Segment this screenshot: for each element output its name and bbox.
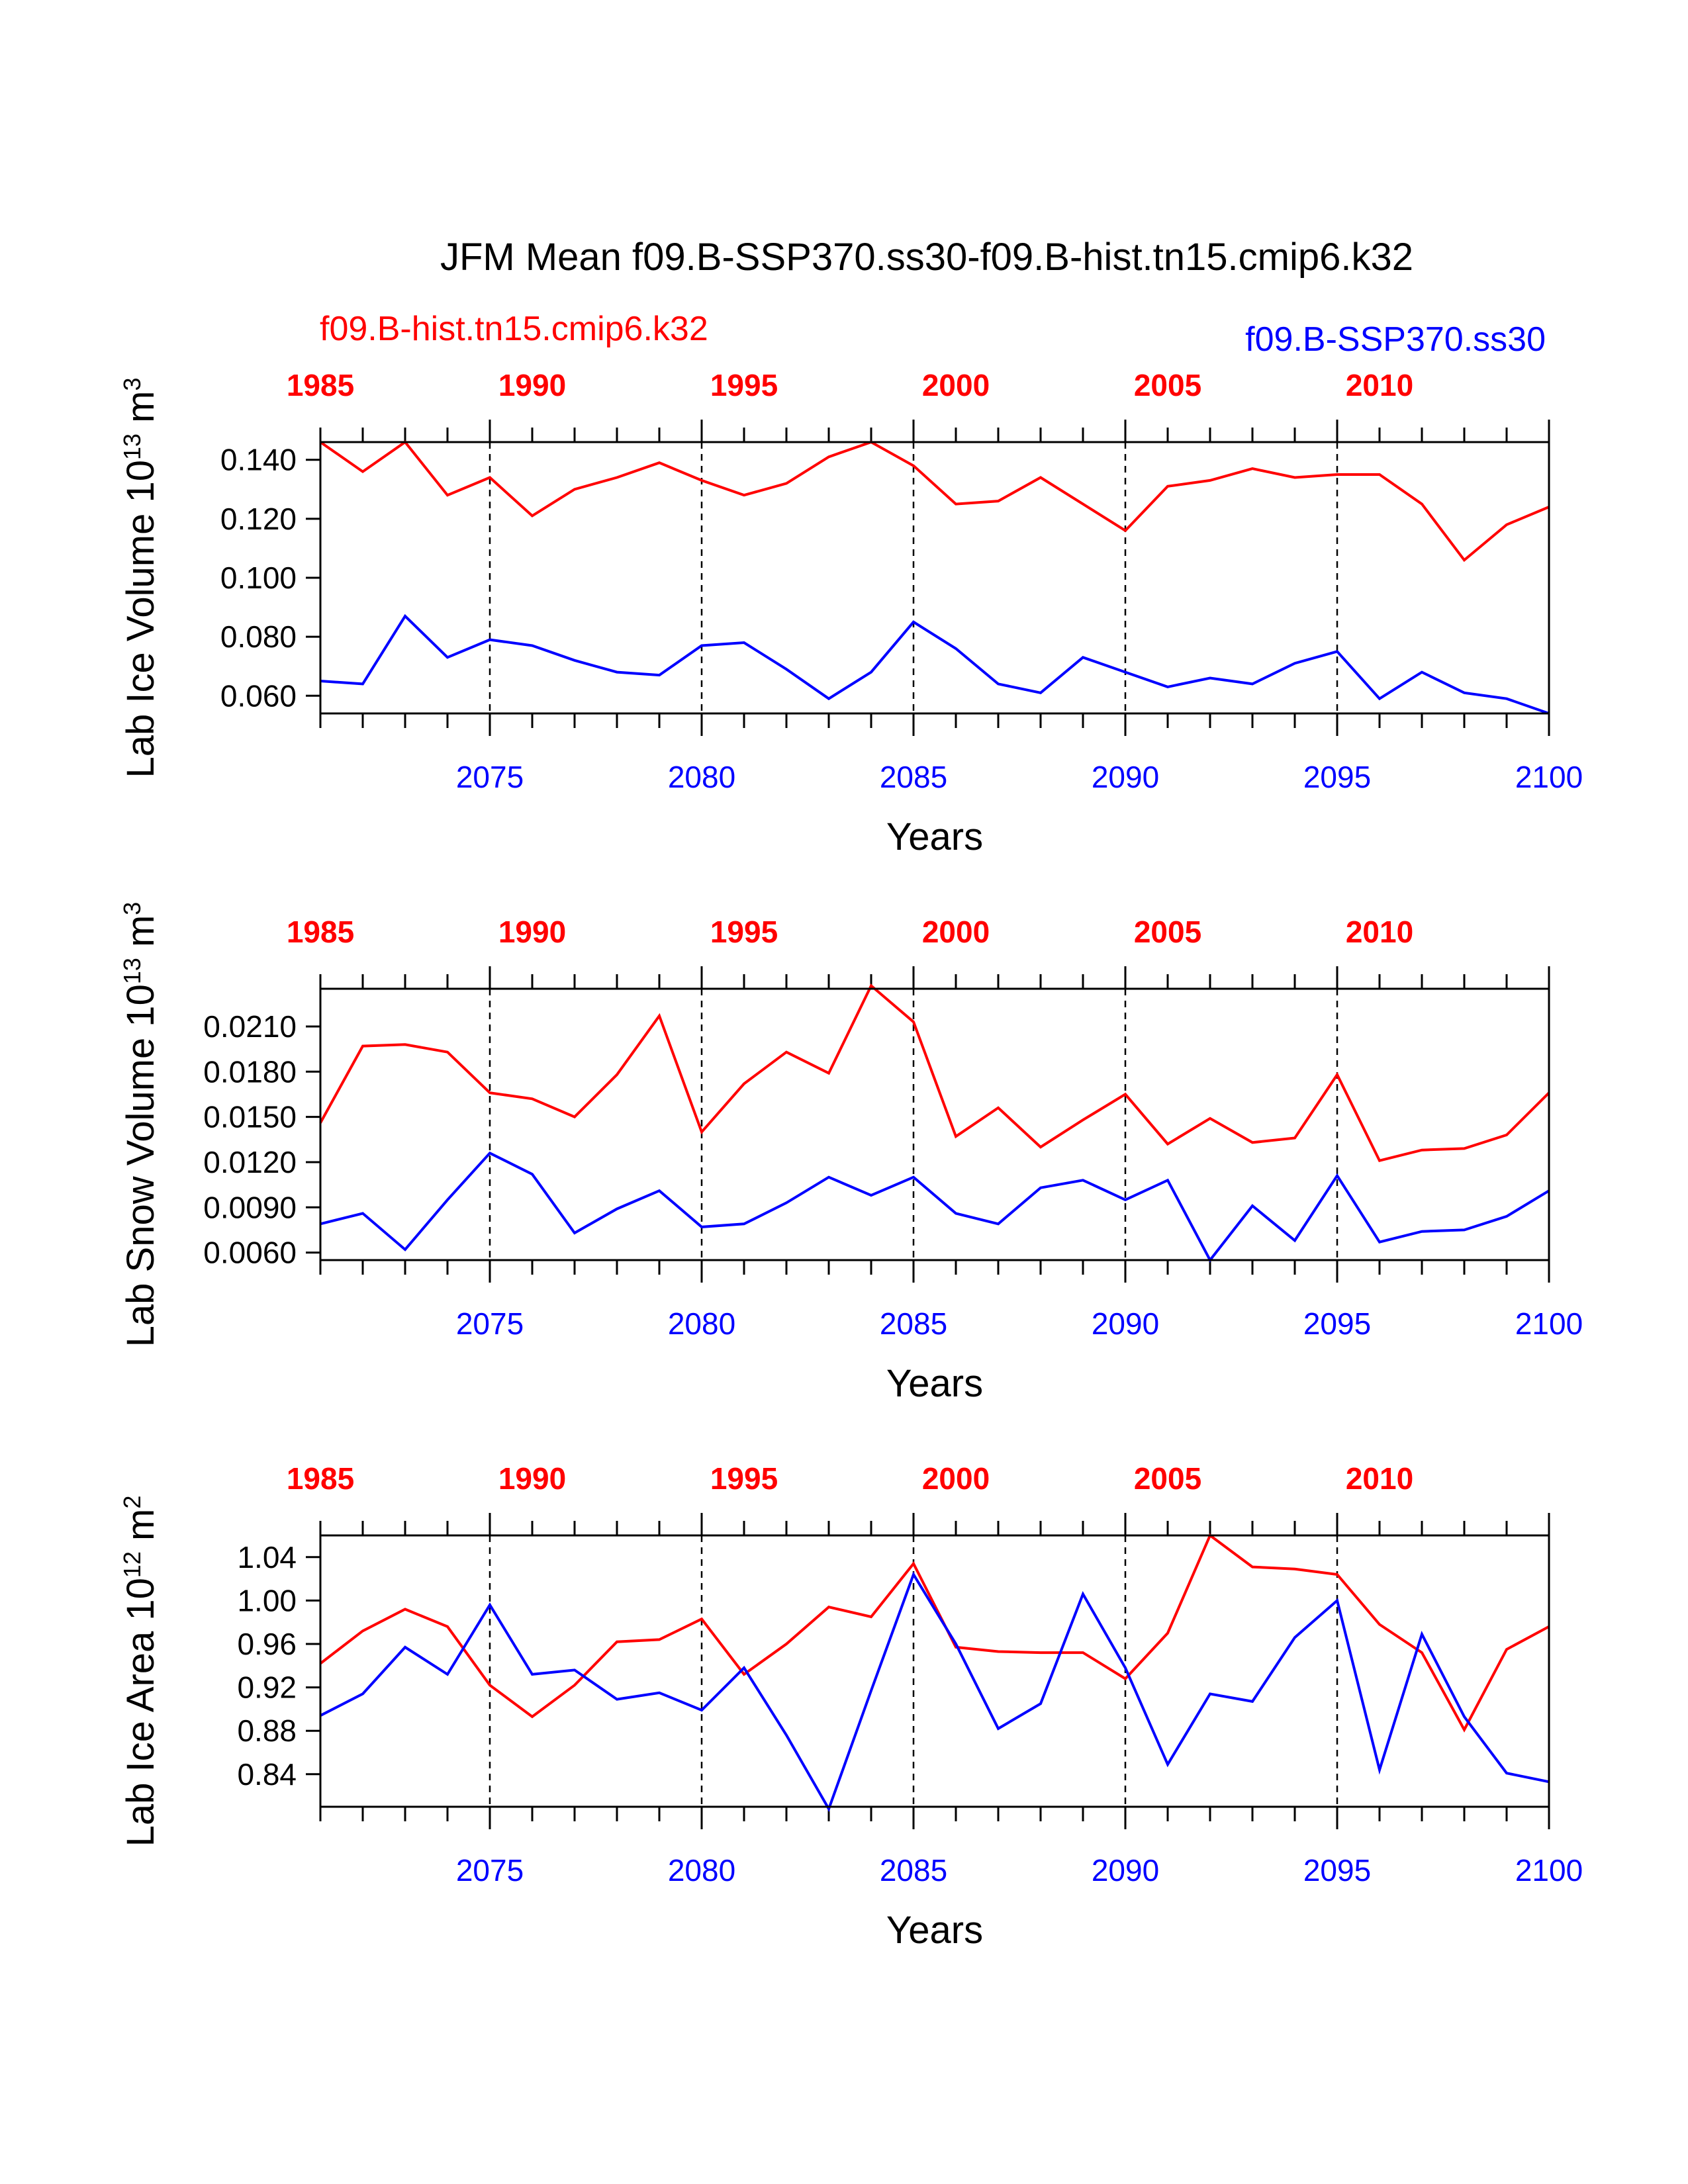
ssp-series-line (320, 1571, 1550, 1813)
top-tick-label: 1990 (498, 368, 566, 402)
top-tick-label: 1995 (710, 368, 778, 402)
bottom-tick-label: 2090 (1092, 1853, 1159, 1888)
y-tick-label: 0.0210 (203, 1009, 297, 1044)
y-tick-label: 0.88 (237, 1713, 297, 1748)
ssp-series-line (320, 1151, 1550, 1263)
top-tick-label: 2005 (1134, 915, 1201, 949)
y-axis-title-superscript: 12 (118, 1551, 146, 1578)
y-axis-title-superscript: 13 (118, 433, 146, 460)
panel-3: 0.84 0.88 0.92 0.96 1.00 1.04 2075 2080 2085 2090… (118, 1461, 1583, 1952)
ssp-series-label: f09.B-SSP370.ss30 (1245, 320, 1546, 359)
y-axis-title-part: Lab Ice Volume 10 (119, 460, 162, 778)
top-tick-label: 2005 (1134, 368, 1201, 402)
x-axis-title: Years (886, 1909, 983, 1952)
y-axis-title-superscript: 3 (118, 902, 146, 915)
y-axis-title-part: m (119, 915, 162, 958)
bottom-tick-label: 2095 (1303, 1306, 1371, 1341)
y-tick-label: 0.060 (220, 678, 297, 713)
top-tick-label: 1985 (287, 368, 354, 402)
plot-frame (319, 441, 1550, 715)
hist-series-line (319, 440, 1550, 563)
bottom-tick-label: 2095 (1303, 760, 1371, 794)
bottom-tick-label: 2090 (1092, 1306, 1159, 1341)
y-axis-title: Lab Ice Volume 1013 m3 (118, 378, 163, 778)
plot-frame (319, 987, 1550, 1261)
y-tick-label: 1.00 (237, 1583, 297, 1617)
y-axis-title-part: Lab Ice Area 10 (119, 1578, 162, 1846)
y-tick-label: 0.96 (237, 1627, 297, 1661)
bottom-tick-label: 2090 (1092, 760, 1159, 794)
top-tick-label: 2005 (1134, 1461, 1201, 1496)
y-axis-title-part: m (119, 391, 162, 433)
y-tick-label: 0.120 (220, 502, 297, 536)
bottom-tick-label: 2100 (1515, 760, 1583, 794)
hist-series-label: f09.B-hist.tn15.cmip6.k32 (320, 310, 708, 348)
y-tick-label: 0.0180 (203, 1054, 297, 1089)
panels: 0.060 0.080 0.100 0.120 0.140 2075 2080 2085 209… (118, 368, 1583, 1952)
panel-2: 0.0060 0.0090 0.0120 0.0150 0.0180 0.0210 2075… (118, 902, 1583, 1405)
top-tick-label: 1985 (287, 1461, 354, 1496)
y-tick-label: 0.84 (237, 1757, 297, 1792)
y-tick-label: 0.0090 (203, 1190, 297, 1224)
y-axis-title-superscript: 13 (118, 958, 146, 984)
chart-title: JFM Mean f09.B-SSP370.ss30-f09.B-hist.tn… (440, 236, 1413, 279)
ssp-series-line (320, 614, 1550, 715)
top-tick-label: 2000 (922, 368, 990, 402)
y-axis-title: Lab Ice Area 1012 m2 (118, 1496, 163, 1847)
y-tick-label: 0.0060 (203, 1236, 297, 1270)
top-tick-label: 1995 (710, 1461, 778, 1496)
top-tick-label: 2000 (922, 1461, 990, 1496)
y-tick-label: 0.0120 (203, 1145, 297, 1179)
bottom-tick-label: 2075 (456, 760, 524, 794)
bottom-tick-label: 2075 (456, 1306, 524, 1341)
y-tick-label: 0.92 (237, 1670, 297, 1705)
bottom-tick-label: 2095 (1303, 1853, 1371, 1888)
bottom-tick-label: 2080 (668, 760, 735, 794)
hist-series-line (319, 983, 1550, 1163)
bottom-tick-label: 2085 (880, 1306, 947, 1341)
top-tick-label: 2010 (1346, 915, 1413, 949)
bottom-tick-label: 2100 (1515, 1853, 1583, 1888)
y-tick-label: 0.100 (220, 561, 297, 595)
x-axis-title: Years (886, 815, 983, 858)
bottom-tick-label: 2100 (1515, 1306, 1583, 1341)
y-axis-title-superscript: 3 (118, 378, 146, 391)
bottom-tick-label: 2080 (668, 1853, 735, 1888)
top-tick-label: 2000 (922, 915, 990, 949)
y-tick-label: 0.080 (220, 619, 297, 654)
y-tick-label: 0.0150 (203, 1100, 297, 1134)
y-axis-title-part: Lab Snow Volume 10 (119, 984, 162, 1347)
top-tick-label: 1990 (498, 915, 566, 949)
top-tick-label: 1990 (498, 1461, 566, 1496)
top-tick-label: 1985 (287, 915, 354, 949)
hist-series-line (319, 1533, 1550, 1733)
y-axis-title-superscript: 2 (118, 1496, 146, 1509)
plot-frame (319, 1534, 1550, 1808)
y-axis-title-part: m (119, 1509, 162, 1551)
y-tick-label: 0.140 (220, 443, 297, 477)
bottom-tick-label: 2085 (880, 1853, 947, 1888)
bottom-tick-label: 2085 (880, 760, 947, 794)
y-axis-title: Lab Snow Volume 1013 m3 (118, 902, 163, 1347)
top-tick-label: 1995 (710, 915, 778, 949)
bottom-tick-label: 2080 (668, 1306, 735, 1341)
top-tick-label: 2010 (1346, 1461, 1413, 1496)
top-tick-label: 2010 (1346, 368, 1413, 402)
bottom-tick-label: 2075 (456, 1853, 524, 1888)
panel-1: 0.060 0.080 0.100 0.120 0.140 2075 2080 2085 209… (118, 368, 1583, 858)
y-tick-label: 1.04 (237, 1540, 297, 1574)
x-axis-title: Years (886, 1362, 983, 1405)
